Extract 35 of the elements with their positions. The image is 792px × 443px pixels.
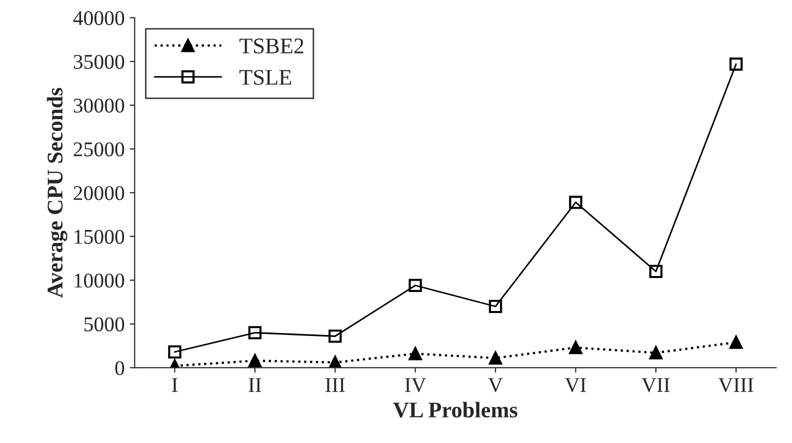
y-tick-label: 10000 [74, 274, 124, 288]
point [569, 340, 582, 354]
point [488, 300, 502, 314]
point [168, 345, 182, 359]
x-tick-label: VII [642, 378, 670, 392]
x-tick-label: VIII [718, 378, 754, 392]
x-axis-title: VL Problems [393, 402, 518, 418]
point [729, 57, 743, 71]
point [408, 347, 422, 360]
point [248, 326, 262, 340]
legend-label: TSLE [239, 70, 292, 85]
y-tick-label: 30000 [74, 98, 124, 113]
point [569, 196, 582, 209]
y-tick-label: 35000 [74, 54, 124, 69]
x-tick-label: IV [405, 378, 426, 392]
x-tick-label: III [325, 378, 345, 392]
x-tick-label: V [488, 378, 503, 392]
y-axis-title: Average CPU Seconds [46, 88, 68, 298]
point [408, 278, 422, 292]
point [248, 354, 262, 368]
y-tick-label: 15000 [74, 230, 124, 244]
legend-label: TSBE2 [239, 38, 304, 54]
x-tick-label: I [172, 378, 178, 392]
x-tick-label: II [248, 378, 262, 392]
y-tick-label: 5000 [84, 317, 124, 332]
point [649, 264, 662, 278]
point [649, 346, 662, 360]
point [488, 351, 502, 365]
y-tick-label: 0 [115, 361, 124, 376]
y-tick-label: 20000 [74, 186, 124, 200]
x-tick-label: VI [564, 378, 586, 392]
y-tick-label: 25000 [74, 142, 124, 156]
point [328, 330, 342, 343]
y-tick-label: 40000 [73, 11, 124, 26]
point [729, 336, 743, 349]
